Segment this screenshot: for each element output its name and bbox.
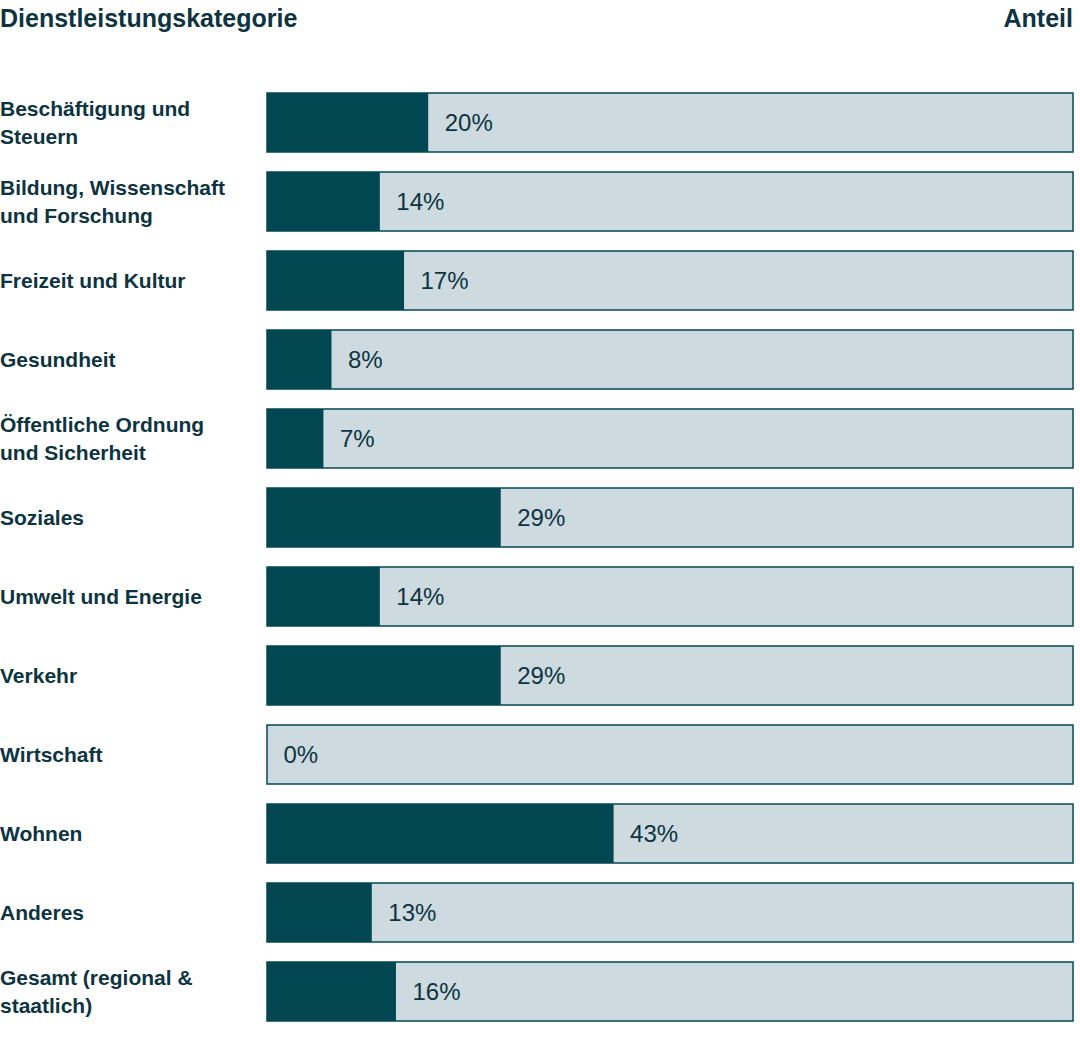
svg-text:7%: 7% [340, 425, 375, 452]
svg-text:29%: 29% [517, 662, 565, 689]
svg-text:17%: 17% [421, 267, 469, 294]
html-text:Dienstleistungskategorie: Dienstleistungskategorie [0, 4, 298, 32]
svg-text:29%: 29% [517, 504, 565, 531]
svg-text:14%: 14% [396, 583, 444, 610]
html-text:Wohnen: Wohnen [0, 821, 83, 845]
svg-text:16%: 16% [412, 978, 460, 1005]
svg-text:0%: 0% [284, 741, 319, 768]
html-text:Bildung, Wissenschaft und Fors: Bildung, Wissenschaft und Forschung [0, 175, 225, 227]
svg-text:8%: 8% [348, 346, 383, 373]
svg-text:43%: 43% [630, 820, 678, 847]
html-text:Freizeit und Kultur: Freizeit und Kultur [0, 268, 186, 292]
html-text:Verkehr: Verkehr [0, 663, 78, 687]
html-text:Wirtschaft: Wirtschaft [0, 742, 103, 766]
svg-text:14%: 14% [396, 188, 444, 215]
html-text:Beschäftigung und Steuern: Beschäftigung und Steuern [0, 96, 191, 148]
html-text:Soziales: Soziales [0, 505, 84, 529]
html-text:Gesundheit: Gesundheit [0, 347, 116, 371]
html-text:Anteil: Anteil [1003, 4, 1073, 32]
html-text:Gesamt (regional & staatlich): Gesamt (regional & staatlich) [0, 965, 193, 1017]
svg-text:20%: 20% [445, 109, 493, 136]
html-text:Öffentliche Ordnung und Sicher: Öffentliche Ordnung und Sicherheit [0, 412, 205, 464]
svg-text:13%: 13% [388, 899, 436, 926]
html-text:Umwelt und Energie: Umwelt und Energie [0, 584, 202, 608]
html-text:Anderes: Anderes [0, 900, 84, 924]
